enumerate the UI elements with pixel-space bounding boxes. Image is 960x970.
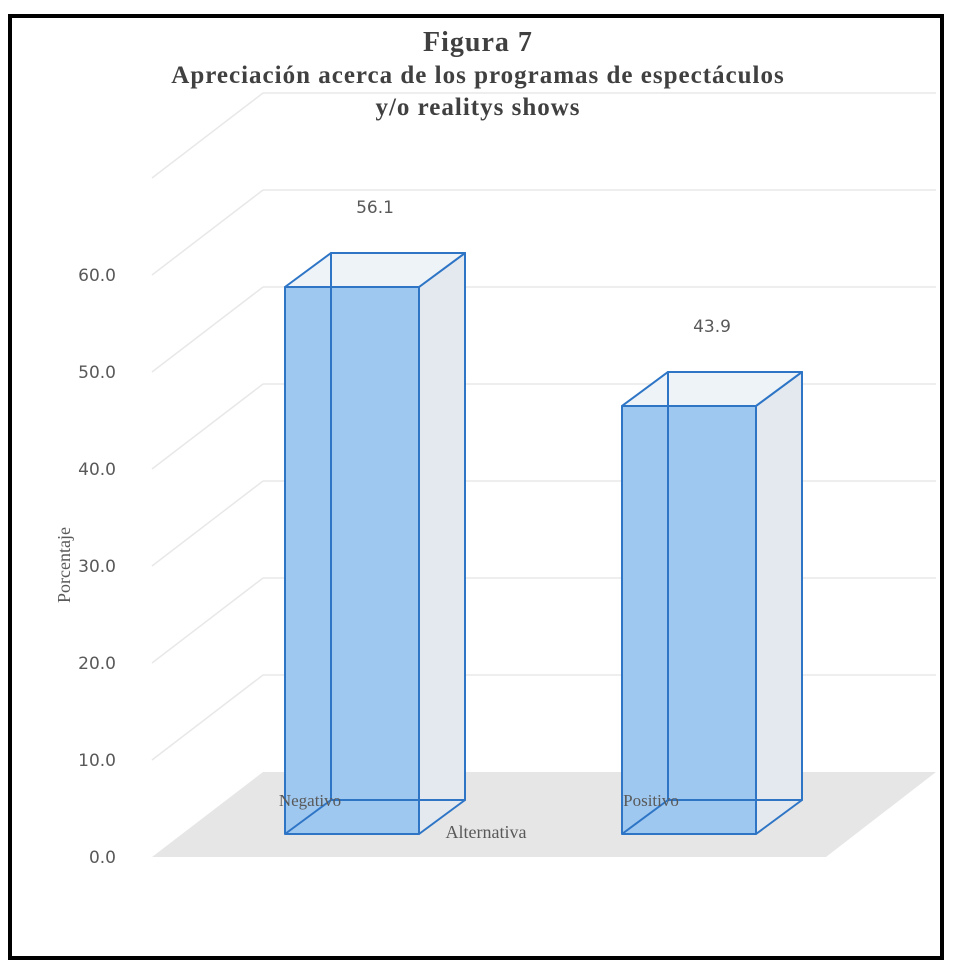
gridline-side [151,383,264,470]
y-tick-label: 40.0 [78,460,116,480]
floor-plane [152,772,936,857]
x-axis-title: Alternativa [446,822,527,842]
chart-subtitle-line-1: Apreciación acerca de los programas de e… [171,62,785,89]
labels: 56.1 Negativo 43.9 Positivo [279,198,731,810]
gridline-side [151,577,264,664]
gridline-side [151,286,264,373]
x-category-label: Positivo [623,791,679,810]
chart-subtitle-line-2: y/o realitys shows [375,94,581,121]
x-category-label: Negativo [279,791,341,810]
bar-positivo [621,370,803,835]
y-tick-label: 50.0 [78,363,116,383]
y-tick-labels: 0.0 10.0 20.0 30.0 40.0 50.0 60.0 [78,266,116,868]
data-label: 43.9 [693,317,731,337]
bars [284,252,803,835]
chart-title: Figura 7 [423,27,533,58]
gridline-side [151,92,264,179]
gridlines [151,92,936,761]
gridline-side [151,480,264,567]
chart-title-block: Figura 7 Apreciación acerca de los progr… [0,26,956,124]
y-tick-label: 0.0 [89,848,116,868]
gridline-side [151,674,264,761]
y-tick-label: 30.0 [78,557,116,577]
y-axis-title: Porcentaje [54,527,74,603]
data-label: 56.1 [356,198,394,218]
gridline-side [151,189,264,276]
chart-floor [152,772,936,857]
y-tick-label: 20.0 [78,654,116,674]
y-tick-label: 60.0 [78,266,116,286]
y-tick-label: 10.0 [78,751,116,771]
bar-negativo [284,252,466,835]
